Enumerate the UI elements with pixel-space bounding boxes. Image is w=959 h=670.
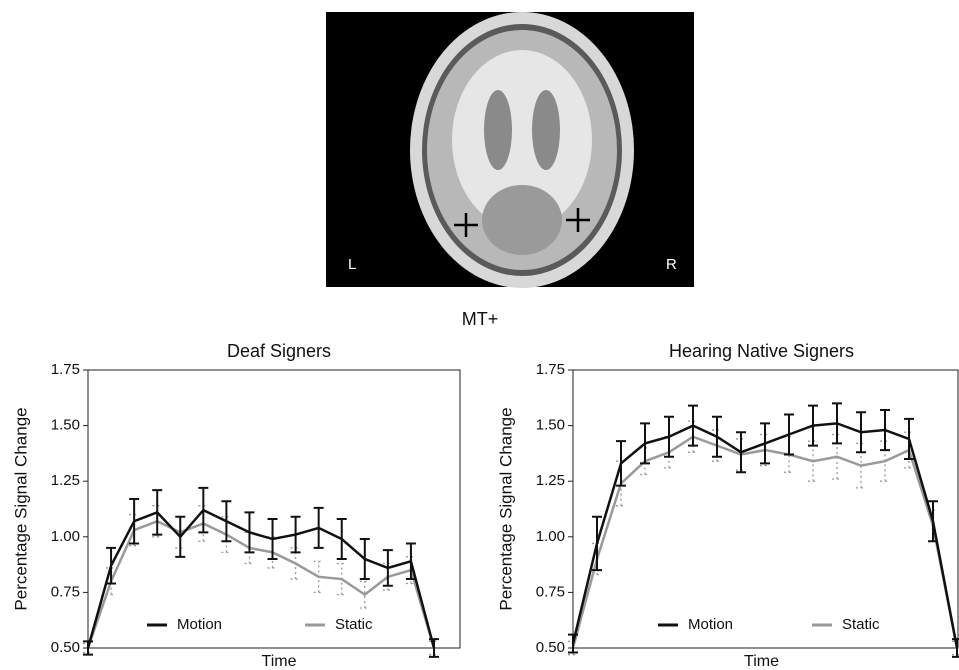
series-line bbox=[573, 437, 957, 648]
y-tick-label: 1.00 bbox=[51, 528, 80, 545]
figure-title: MT+ bbox=[462, 309, 499, 329]
y-tick-label: 1.25 bbox=[536, 472, 565, 489]
right-nucleus bbox=[532, 90, 560, 170]
y-tick-label: 1.50 bbox=[536, 417, 565, 434]
y-axis-label: Percentage Signal Change bbox=[11, 407, 30, 610]
plot-frame bbox=[573, 370, 958, 648]
y-tick-label: 0.50 bbox=[536, 639, 565, 656]
plot-frame bbox=[88, 370, 460, 648]
y-tick-label: 1.75 bbox=[51, 361, 80, 378]
image-label-left: L bbox=[348, 256, 356, 273]
legend-label: Static bbox=[335, 616, 373, 633]
chart: Hearing Native Signers Time Percentage Sig… bbox=[496, 341, 959, 670]
chart-title: Deaf Signers bbox=[227, 341, 331, 361]
x-axis-label: Time bbox=[262, 653, 297, 670]
series-line bbox=[88, 510, 434, 648]
y-tick-label: 0.75 bbox=[51, 583, 80, 600]
y-tick-label: 1.25 bbox=[51, 472, 80, 489]
chart: Deaf Signers Time Percentage Signal Change… bbox=[11, 341, 460, 670]
y-axis-label: Percentage Signal Change bbox=[496, 407, 515, 610]
y-tick-label: 1.00 bbox=[536, 528, 565, 545]
image-label-right: R bbox=[666, 256, 677, 273]
left-nucleus bbox=[484, 90, 512, 170]
legend-label: Motion bbox=[688, 616, 733, 633]
page: L R MT+ Deaf Signers Time Percentage Signa… bbox=[0, 0, 959, 670]
brain-image: L R bbox=[326, 12, 694, 288]
y-tick-label: 1.50 bbox=[51, 417, 80, 434]
figure: L R MT+ Deaf Signers Time Percentage Signa… bbox=[0, 0, 959, 670]
occipital bbox=[482, 185, 562, 255]
y-tick-label: 1.75 bbox=[536, 361, 565, 378]
legend-label: Static bbox=[842, 616, 880, 633]
y-tick-label: 0.75 bbox=[536, 583, 565, 600]
legend-label: Motion bbox=[177, 616, 222, 633]
chart-title: Hearing Native Signers bbox=[669, 341, 854, 361]
y-tick-label: 0.50 bbox=[51, 639, 80, 656]
series-line bbox=[88, 521, 434, 648]
x-axis-label: Time bbox=[744, 653, 779, 670]
